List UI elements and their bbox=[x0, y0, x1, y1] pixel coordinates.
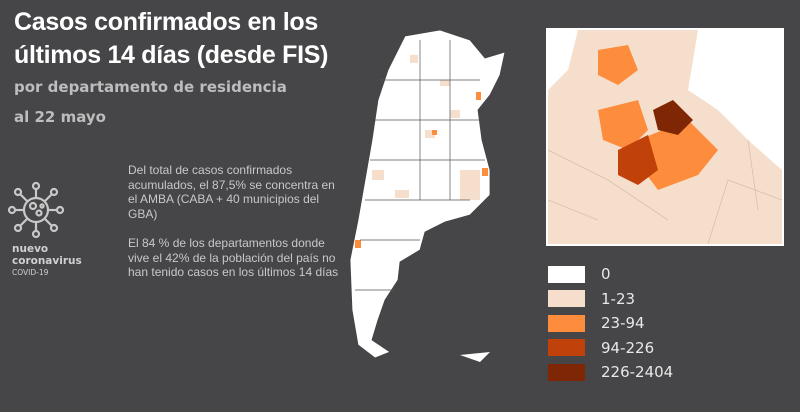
map-title: Casos confirmados en los últimos 14 días… bbox=[14, 8, 329, 69]
legend-label: 0 bbox=[601, 265, 611, 284]
brand-line1: nuevo bbox=[12, 243, 49, 255]
legend-label: 226-2404 bbox=[601, 363, 674, 382]
legend-item: 1-23 bbox=[548, 287, 673, 312]
legend-swatch bbox=[548, 363, 585, 381]
legend-label: 94-226 bbox=[601, 338, 655, 357]
date-label: al 22 mayo bbox=[14, 108, 106, 126]
stat-paragraph-departments: El 84 % de los departamentos donde vive … bbox=[128, 236, 339, 279]
legend-item: 94-226 bbox=[548, 336, 673, 361]
subtitle: por departamento de residencia bbox=[14, 78, 287, 96]
legend-swatch bbox=[548, 339, 585, 357]
stat-paragraph-amba: Del total de casos confirmados acumulado… bbox=[128, 163, 335, 221]
legend-label: 23-94 bbox=[601, 314, 645, 333]
legend-swatch bbox=[548, 314, 585, 332]
legend-label: 1-23 bbox=[601, 289, 636, 308]
argentina-map bbox=[349, 29, 506, 362]
coronavirus-icon bbox=[6, 180, 66, 244]
legend-swatch bbox=[548, 290, 585, 308]
amba-inset-map bbox=[546, 28, 784, 246]
legend-item: 0 bbox=[548, 262, 673, 287]
legend-item: 23-94 bbox=[548, 311, 673, 336]
brand-line3: COVID-19 bbox=[12, 268, 49, 277]
brand-line2: coronavirus bbox=[12, 255, 82, 267]
legend: 0 1-23 23-94 94-226 226-2404 bbox=[548, 262, 673, 385]
brand-label: nuevo coronavirus COVID-19 bbox=[12, 243, 82, 279]
legend-item: 226-2404 bbox=[548, 360, 673, 385]
legend-swatch bbox=[548, 265, 585, 283]
